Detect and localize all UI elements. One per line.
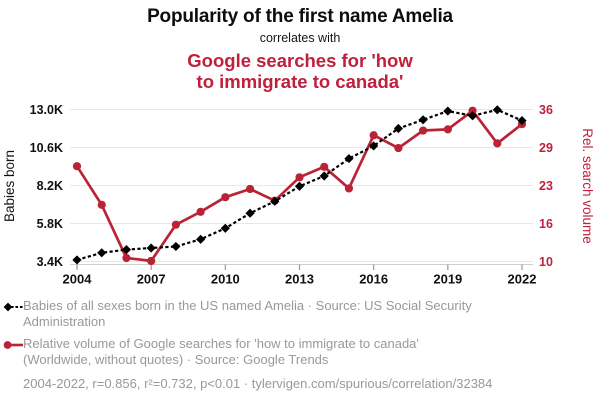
x-axis-ticks — [76, 264, 523, 270]
svg-text:2010: 2010 — [211, 272, 240, 287]
subtitle-line2: to immigrate to canada' — [196, 71, 404, 92]
svg-text:2007: 2007 — [137, 272, 166, 287]
svg-text:2013: 2013 — [285, 272, 314, 287]
chart-legend: Babies of all sexes born in the US named… — [0, 298, 600, 391]
svg-text:10.6K: 10.6K — [30, 141, 63, 155]
chart-subtitle: Google searches for 'how to immigrate to… — [0, 50, 600, 92]
legend-row-searches: Relative volume of Google searches for '… — [0, 336, 600, 367]
black-diamond-dashed-marker-icon — [3, 298, 23, 318]
svg-text:13.0K: 13.0K — [30, 103, 63, 117]
legend-label-babies: Babies of all sexes born in the US named… — [23, 298, 472, 329]
left-axis-title: Babies born — [2, 150, 17, 222]
right-axis-tick-labels: 10 16 23 29 36 — [539, 103, 553, 269]
x-axis-tick-labels: 2004 2007 2010 2013 2016 2019 2022 — [63, 272, 537, 287]
left-axis-tick-labels: 3.4K 5.8K 8.2K 10.6K 13.0K — [30, 103, 63, 269]
svg-text:8.2K: 8.2K — [37, 179, 63, 193]
svg-text:3.4K: 3.4K — [37, 255, 63, 269]
svg-text:5.8K: 5.8K — [37, 217, 63, 231]
svg-text:2016: 2016 — [359, 272, 388, 287]
stats-footer: 2004-2022, r=0.856, r²=0.732, p<0.01 · t… — [23, 376, 493, 391]
svg-text:2019: 2019 — [433, 272, 462, 287]
subtitle-line1: Google searches for 'how — [187, 50, 413, 71]
svg-text:2004: 2004 — [63, 272, 93, 287]
right-axis-title: Rel. search volume — [580, 128, 595, 244]
svg-text:36: 36 — [539, 103, 553, 117]
dual-axis-line-chart: 3.4K 5.8K 8.2K 10.6K 13.0K 10 16 23 29 36 2004 2007… — [2, 103, 595, 287]
legend-row-babies: Babies of all sexes born in the US named… — [0, 298, 600, 329]
svg-text:23: 23 — [539, 179, 553, 193]
svg-text:29: 29 — [539, 141, 553, 155]
series-babies-born — [72, 105, 527, 265]
svg-text:2022: 2022 — [508, 272, 537, 287]
correlates-with-text: correlates with — [259, 31, 341, 45]
red-circle-solid-marker-icon — [3, 336, 23, 356]
svg-text:16: 16 — [539, 217, 553, 231]
svg-text:10: 10 — [539, 255, 553, 269]
chart-title: Popularity of the first name Amelia — [147, 6, 453, 27]
chart-header: Popularity of the first name Amelia corr… — [0, 0, 600, 92]
legend-label-searches: Relative volume of Google searches for '… — [23, 336, 419, 367]
